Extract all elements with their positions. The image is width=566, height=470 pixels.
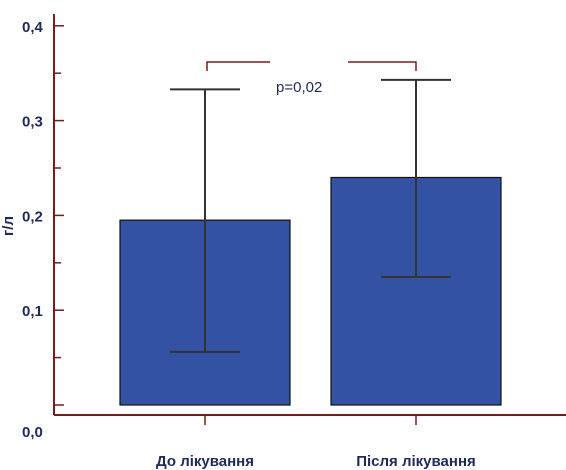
category-labels: До лікування Після лікування — [156, 453, 476, 470]
y-tick-label: 0,0 — [22, 424, 43, 441]
y-axis-ticks: 0,0 0,1 0,2 0,3 0,4 — [22, 19, 64, 441]
category-label: Після лікування — [356, 453, 476, 470]
y-tick-label: 0,4 — [22, 19, 44, 36]
significance-bracket: p=0,02 — [206, 61, 417, 96]
y-tick-label: 0,1 — [22, 303, 43, 320]
bars — [119, 176, 502, 406]
y-tick-label: 0,2 — [22, 208, 43, 225]
bracket-left — [206, 61, 270, 71]
bracket-right — [348, 61, 417, 71]
y-tick-label: 0,3 — [22, 114, 43, 131]
category-label: До лікування — [156, 453, 254, 470]
error-bars — [170, 78, 451, 353]
y-axis-label: г/л — [0, 216, 17, 236]
axes — [53, 14, 566, 425]
p-value-annotation: p=0,02 — [276, 79, 322, 96]
